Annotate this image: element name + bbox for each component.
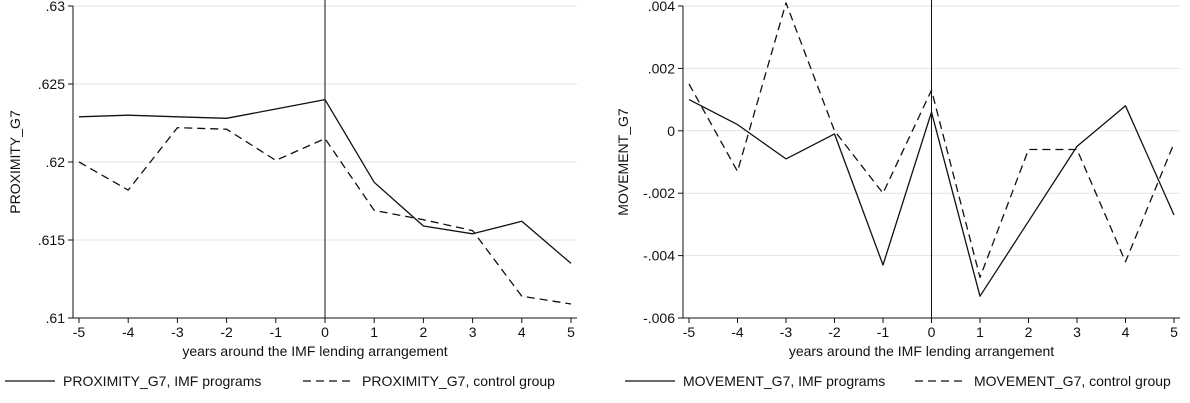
x-tick-label: 5	[567, 324, 575, 340]
control-group-line	[78, 127, 572, 305]
x-tick-label: -1	[877, 324, 890, 340]
legend-label: PROXIMITY_G7, IMF programs	[63, 373, 261, 389]
y-tick-label: -.002	[643, 185, 675, 201]
x-tick-label: -3	[171, 324, 184, 340]
x-tick-label: 2	[420, 324, 428, 340]
imf-programs-line	[688, 99, 1175, 297]
x-tick-label: 3	[469, 324, 477, 340]
x-tick-label: 2	[1025, 324, 1033, 340]
control-group-line	[688, 2, 1175, 279]
x-tick-label: 4	[518, 324, 526, 340]
imf-programs-line	[78, 98, 572, 264]
x-tick-label: 3	[1073, 324, 1081, 340]
x-tick-label: 1	[370, 324, 378, 340]
x-tick-label: 1	[976, 324, 984, 340]
x-tick-label: -2	[828, 324, 841, 340]
y-tick-label: .004	[648, 0, 675, 14]
y-tick-label: -.004	[643, 248, 675, 264]
x-tick-label: 0	[928, 324, 936, 340]
x-tick-label: -1	[270, 324, 283, 340]
y-tick-label: .62	[46, 154, 66, 170]
legend-label: PROXIMITY_G7, control group	[362, 373, 555, 389]
proximity-chart: .61 .615 .62 .625 .63 -5 -4 -3 -2 -1 0 1 2 3 4 5 years a…	[5, 0, 577, 389]
x-axis-title: years around the IMF lending arrangement	[182, 343, 447, 359]
y-tick-label: .61	[46, 310, 66, 326]
x-tick-label: -5	[683, 324, 696, 340]
y-tick-label: 0	[667, 123, 675, 139]
x-tick-label: 5	[1170, 324, 1178, 340]
y-tick-label: -.006	[643, 310, 675, 326]
x-tick-label: 0	[321, 324, 329, 340]
x-tick-label: -4	[122, 324, 135, 340]
legend-label: MOVEMENT_G7, IMF programs	[683, 373, 885, 389]
x-tick-label: 4	[1122, 324, 1130, 340]
x-tick-label: -3	[780, 324, 793, 340]
legend-label: MOVEMENT_G7, control group	[974, 373, 1171, 389]
x-axis-title: years around the IMF lending arrangement	[789, 343, 1054, 359]
x-tick-label: -2	[220, 324, 233, 340]
y-tick-label: .615	[38, 232, 65, 248]
y-tick-label: .625	[38, 76, 65, 92]
x-tick-label: -4	[731, 324, 744, 340]
y-tick-label: .63	[46, 0, 66, 14]
y-axis-title: PROXIMITY_G7	[7, 110, 23, 214]
y-axis-title: MOVEMENT_G7	[615, 108, 631, 216]
x-tick-label: -5	[73, 324, 86, 340]
y-tick-label: .002	[648, 60, 675, 76]
movement-chart: -.006 -.004 -.002 0 .002 .004 -5 -4 -3 -2 -1 0 1 2 3 4 5…	[615, 0, 1180, 389]
